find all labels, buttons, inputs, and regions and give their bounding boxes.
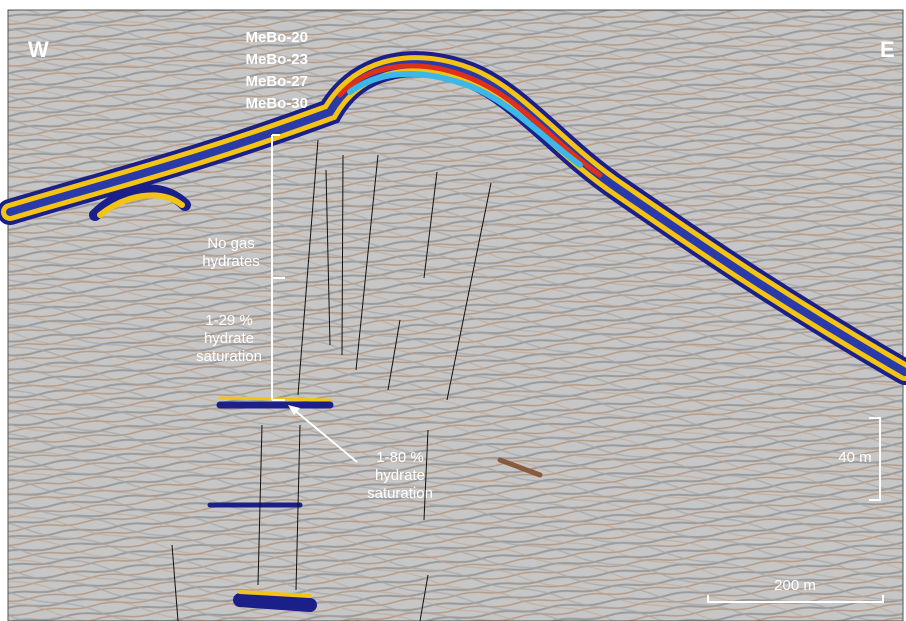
seismic-figure: W E MeBo-20MeBo-23MeBo-27MeBo-30 No gash… (0, 0, 906, 621)
annotation-line: 1-80 % (376, 449, 424, 466)
annotation-line: 1-29 % (205, 312, 253, 329)
annotation-line: saturation (367, 485, 433, 502)
horizontal-scale: 200 m (774, 577, 816, 594)
annotation-line: hydrate (204, 330, 254, 347)
west-label: W (28, 37, 49, 62)
borehole-name: MeBo-20 (245, 29, 308, 46)
annotation-line: hydrates (202, 253, 260, 270)
vertical-scale: 40 m (838, 449, 871, 466)
seismic-image (8, 10, 905, 621)
annotation-line: saturation (196, 348, 262, 365)
borehole-name: MeBo-30 (245, 95, 308, 112)
annotation-line: No gas (207, 235, 255, 252)
annotation-line: hydrate (375, 467, 425, 484)
borehole-name: MeBo-27 (245, 73, 308, 90)
east-label: E (880, 37, 895, 62)
borehole-name: MeBo-23 (245, 51, 308, 68)
